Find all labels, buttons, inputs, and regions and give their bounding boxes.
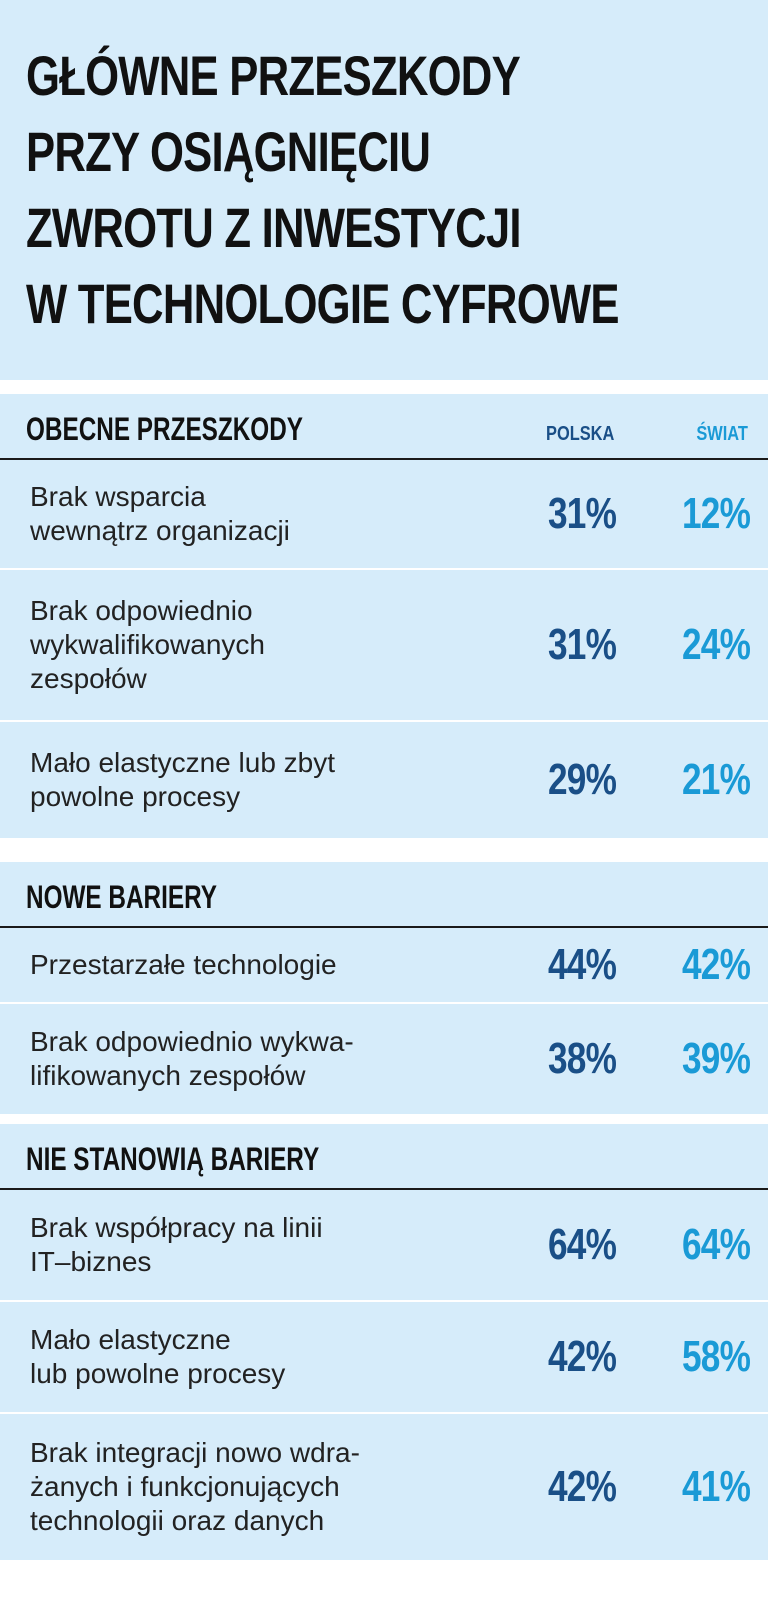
table-row: Brak odpowiednio wykwalifikowanych zespołó… [0,568,768,720]
value-polska: 38% [547,1034,617,1083]
title-line: GŁÓWNE PRZESZKODY [26,44,521,107]
row-label-line: Brak odpowiednio wykwa- [30,1026,354,1057]
section: NIE STANOWIĄ BARIERY Brak współpracy na l… [0,1124,768,1560]
section-title: NIE STANOWIĄ BARIERY [26,1141,320,1177]
table-row: Brak współpracy na linii IT–biznes 64% 64% [0,1190,768,1300]
section-header: NOWE BARIERY [0,862,768,928]
table-row: Brak wsparcia wewnątrz organizacji 31% 12% [0,460,768,568]
section: OBECNE PRZESZKODY POLSKA ŚWIAT Brak wsparci… [0,394,768,838]
table-row: Przestarzałe technologie 44% 42% [0,928,768,1002]
table-row: Brak odpowiednio wykwa-lifikowanych zesp… [0,1002,768,1114]
row-label-line: Brak integracji nowo wdra- [30,1437,360,1468]
row-label-line: żanych i funkcjonujących [30,1471,340,1502]
row-label-line: Mało elastyczne [30,1324,231,1355]
title-box: GŁÓWNE PRZESZKODY PRZY OSIĄGNIĘCIU ZWROT… [0,0,768,380]
row-label-line: wewnątrz organizacji [30,515,290,546]
title-line: PRZY OSIĄGNIĘCIU [26,120,431,183]
title-line: W TECHNOLOGIE CYFROWE [26,272,619,335]
row-label-line: IT–biznes [30,1246,152,1277]
row-label-line: Brak współpracy na linii [30,1212,323,1243]
value-polska: 44% [547,940,617,989]
row-label-line: Przestarzałe technologie [30,949,337,980]
value-polska: 64% [547,1220,617,1269]
row-label: Brak integracji nowo wdra-żanych i funkc… [30,1436,470,1538]
row-label-line: zespołów [30,663,147,694]
row-label: Brak odpowiednio wykwa-lifikowanych zesp… [30,1025,470,1093]
value-swiat: 12% [681,489,751,538]
row-label-line: wykwalifikowanych [30,629,265,660]
section-title: NOWE BARIERY [26,879,217,915]
row-label: Mało elastyczne lub zbyt powolne procesy [30,746,470,814]
row-label: Przestarzałe technologie [30,948,470,982]
row-label-line: powolne procesy [30,781,241,812]
row-label-line: technologii oraz danych [30,1505,325,1536]
value-swiat: 42% [681,940,751,989]
value-polska: 29% [547,755,617,804]
value-polska: 42% [547,1462,617,1511]
row-label-line: Brak wsparcia [30,481,206,512]
value-swiat: 21% [681,755,751,804]
row-label-line: Brak odpowiednio [30,595,253,626]
value-polska: 31% [547,620,617,669]
row-label: Brak odpowiednio wykwalifikowanych zespołó… [30,594,470,696]
section-title: OBECNE PRZESZKODY [26,411,304,447]
title-line: ZWROTU Z INWESTYCJI [26,196,522,259]
value-swiat: 64% [681,1220,751,1269]
section-header: NIE STANOWIĄ BARIERY [0,1124,768,1190]
page-title: GŁÓWNE PRZESZKODY PRZY OSIĄGNIĘCIU ZWROT… [26,38,619,342]
value-swiat: 41% [681,1462,751,1511]
value-polska: 42% [547,1332,617,1381]
column-header-polska: POLSKA [545,423,614,445]
value-swiat: 39% [681,1034,751,1083]
table-row: Mało elastyczne lub powolne procesy 42% 58% [0,1300,768,1412]
row-label-line: lub powolne procesy [30,1358,286,1389]
row-label-line: lifikowanych zespołów [30,1060,306,1091]
value-swiat: 58% [681,1332,751,1381]
row-label-line: Mało elastyczne lub zbyt [30,747,336,778]
value-swiat: 24% [681,620,751,669]
row-label: Brak wsparcia wewnątrz organizacji [30,480,470,548]
table-row: Mało elastyczne lub zbyt powolne procesy 2… [0,720,768,838]
section: NOWE BARIERY Przestarzałe technologie 44% 4… [0,862,768,1114]
row-label: Brak współpracy na linii IT–biznes [30,1211,470,1279]
value-polska: 31% [547,489,617,538]
table-row: Brak integracji nowo wdra-żanych i funkc… [0,1412,768,1560]
column-header-swiat: ŚWIAT [696,423,748,445]
section-header: OBECNE PRZESZKODY POLSKA ŚWIAT [0,394,768,460]
row-label: Mało elastyczne lub powolne procesy [30,1323,470,1391]
